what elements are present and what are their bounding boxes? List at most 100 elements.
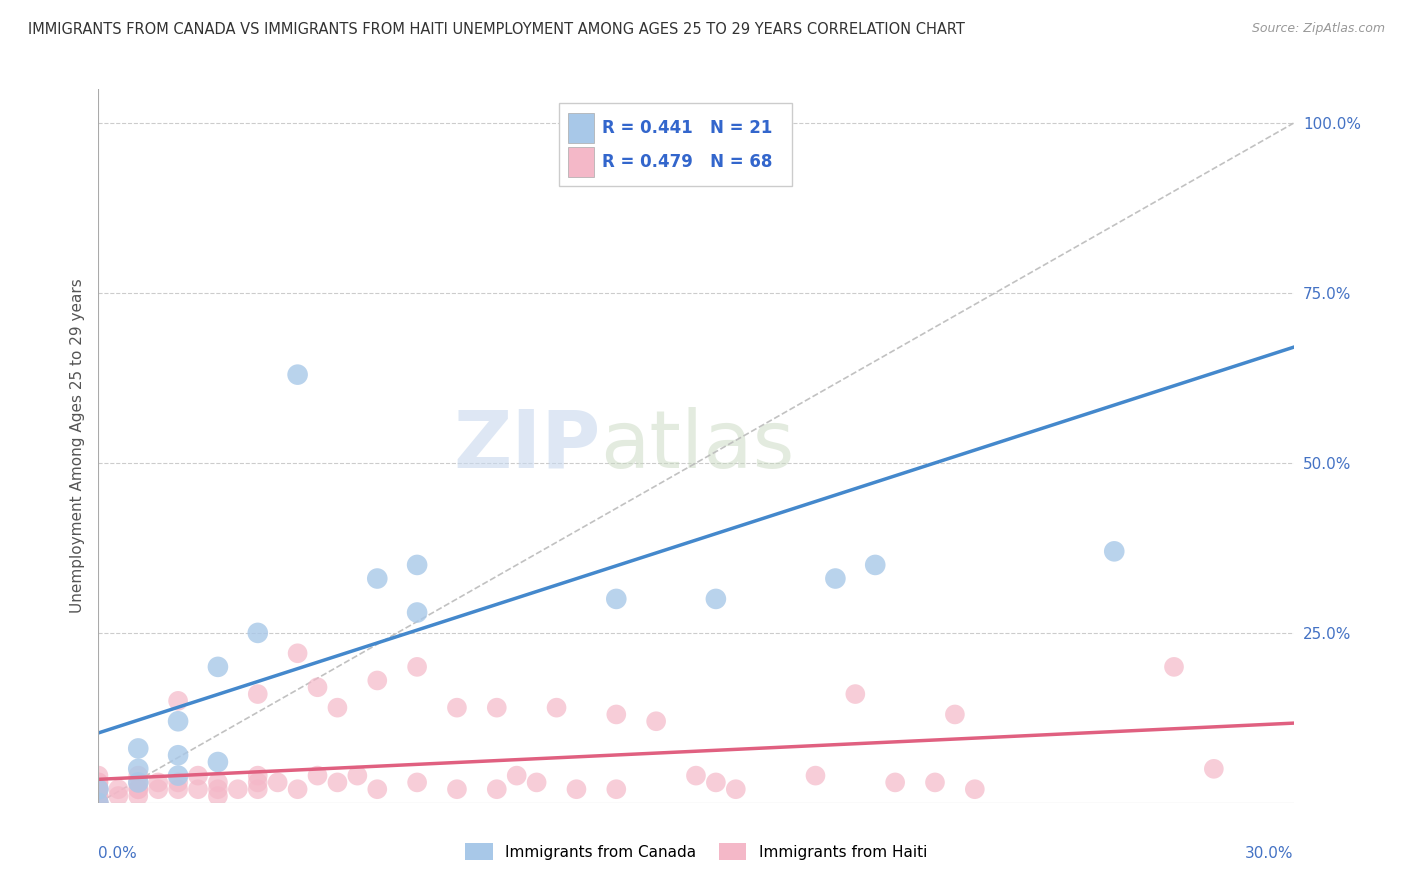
- Point: [246, 626, 269, 640]
- Text: R = 0.479   N = 68: R = 0.479 N = 68: [602, 153, 772, 171]
- Point: [485, 782, 508, 797]
- Point: [246, 782, 269, 797]
- Point: [346, 769, 368, 783]
- Point: [107, 782, 129, 797]
- Text: 30.0%: 30.0%: [1246, 846, 1294, 861]
- Point: [246, 769, 269, 783]
- Point: [326, 775, 349, 789]
- Point: [87, 796, 110, 810]
- Point: [765, 150, 787, 164]
- Point: [704, 775, 727, 789]
- Legend: Immigrants from Canada, Immigrants from Haiti: Immigrants from Canada, Immigrants from …: [458, 837, 934, 866]
- FancyBboxPatch shape: [558, 103, 792, 186]
- Point: [87, 789, 110, 803]
- Point: [167, 694, 190, 708]
- Text: ZIP: ZIP: [453, 407, 600, 485]
- Point: [87, 775, 110, 789]
- Point: [1202, 762, 1225, 776]
- Point: [924, 775, 946, 789]
- Point: [87, 796, 110, 810]
- Point: [485, 700, 508, 714]
- Point: [127, 775, 149, 789]
- Point: [724, 782, 747, 797]
- Point: [287, 782, 309, 797]
- Point: [506, 769, 529, 783]
- Point: [207, 755, 229, 769]
- Point: [804, 769, 827, 783]
- Point: [167, 714, 190, 729]
- Point: [246, 687, 269, 701]
- Point: [87, 796, 110, 810]
- Point: [87, 782, 110, 797]
- Point: [565, 782, 588, 797]
- Point: [326, 700, 349, 714]
- Point: [87, 796, 110, 810]
- Point: [287, 368, 309, 382]
- Point: [87, 796, 110, 810]
- Point: [307, 680, 329, 694]
- Point: [526, 775, 548, 789]
- Point: [187, 782, 209, 797]
- Y-axis label: Unemployment Among Ages 25 to 29 years: Unemployment Among Ages 25 to 29 years: [69, 278, 84, 614]
- Point: [246, 775, 269, 789]
- Point: [87, 789, 110, 803]
- Point: [127, 741, 149, 756]
- Point: [127, 762, 149, 776]
- FancyBboxPatch shape: [568, 112, 595, 143]
- Point: [943, 707, 966, 722]
- Point: [167, 775, 190, 789]
- Text: Source: ZipAtlas.com: Source: ZipAtlas.com: [1251, 22, 1385, 36]
- Point: [605, 707, 627, 722]
- Point: [406, 606, 429, 620]
- Point: [87, 775, 110, 789]
- Point: [605, 782, 627, 797]
- Text: IMMIGRANTS FROM CANADA VS IMMIGRANTS FROM HAITI UNEMPLOYMENT AMONG AGES 25 TO 29: IMMIGRANTS FROM CANADA VS IMMIGRANTS FRO…: [28, 22, 965, 37]
- Point: [148, 782, 170, 797]
- Point: [704, 591, 727, 606]
- Text: R = 0.441   N = 21: R = 0.441 N = 21: [602, 119, 772, 136]
- Point: [824, 572, 846, 586]
- Point: [406, 775, 429, 789]
- Point: [844, 687, 866, 701]
- Point: [207, 775, 229, 789]
- Point: [1163, 660, 1185, 674]
- Point: [127, 789, 149, 803]
- Point: [167, 782, 190, 797]
- Point: [366, 673, 388, 688]
- Point: [645, 714, 668, 729]
- Point: [226, 782, 249, 797]
- Point: [1104, 544, 1126, 558]
- Text: 0.0%: 0.0%: [98, 846, 138, 861]
- FancyBboxPatch shape: [568, 147, 595, 177]
- Point: [884, 775, 907, 789]
- Point: [87, 782, 110, 797]
- Point: [127, 782, 149, 797]
- Point: [207, 660, 229, 674]
- Point: [287, 646, 309, 660]
- Point: [446, 700, 468, 714]
- Point: [963, 782, 986, 797]
- Point: [685, 769, 707, 783]
- Point: [187, 769, 209, 783]
- Point: [127, 775, 149, 789]
- Point: [167, 769, 190, 783]
- Point: [366, 782, 388, 797]
- Point: [87, 796, 110, 810]
- Point: [107, 789, 129, 803]
- Point: [406, 660, 429, 674]
- Point: [87, 782, 110, 797]
- Point: [127, 782, 149, 797]
- Point: [127, 769, 149, 783]
- Point: [167, 748, 190, 763]
- Point: [406, 558, 429, 572]
- Point: [207, 789, 229, 803]
- Point: [546, 700, 568, 714]
- Point: [605, 591, 627, 606]
- Point: [267, 775, 290, 789]
- Point: [307, 769, 329, 783]
- Point: [87, 769, 110, 783]
- Text: atlas: atlas: [600, 407, 794, 485]
- Point: [446, 782, 468, 797]
- Point: [207, 782, 229, 797]
- Point: [366, 572, 388, 586]
